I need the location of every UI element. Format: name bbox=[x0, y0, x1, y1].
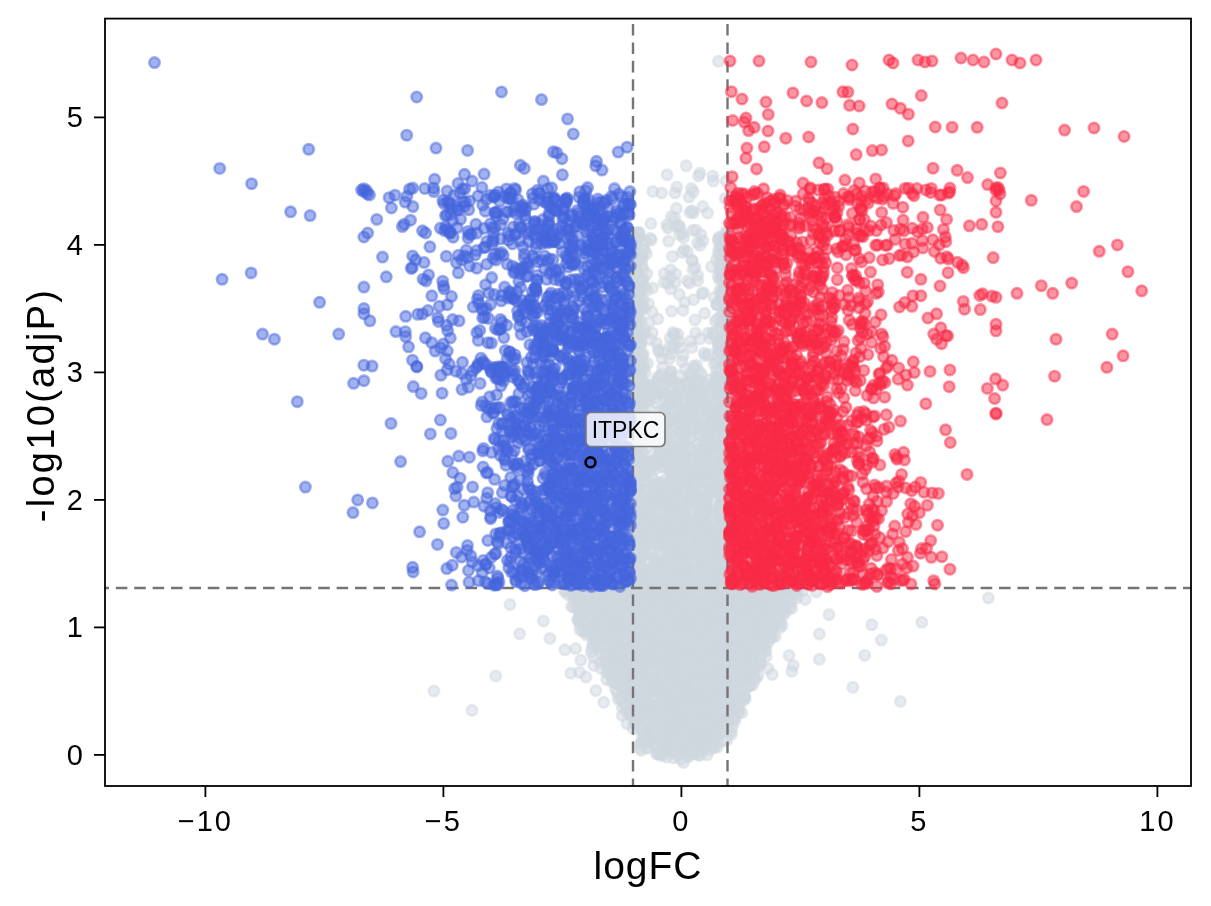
svg-text:5: 5 bbox=[910, 805, 928, 837]
svg-text:−5: −5 bbox=[425, 805, 462, 837]
svg-text:2: 2 bbox=[67, 484, 85, 516]
svg-text:0: 0 bbox=[67, 739, 85, 771]
svg-text:10: 10 bbox=[1139, 805, 1175, 837]
svg-text:−10: −10 bbox=[178, 805, 233, 837]
svg-text:0: 0 bbox=[672, 805, 690, 837]
svg-text:ITPKC: ITPKC bbox=[592, 417, 660, 443]
svg-text:1: 1 bbox=[67, 611, 85, 643]
svg-text:3: 3 bbox=[67, 356, 85, 388]
svg-text:4: 4 bbox=[67, 229, 85, 261]
svg-text:logFC: logFC bbox=[593, 844, 702, 887]
svg-text:5: 5 bbox=[67, 101, 85, 133]
svg-text:-log10(adjP): -log10(adjP) bbox=[20, 288, 62, 523]
